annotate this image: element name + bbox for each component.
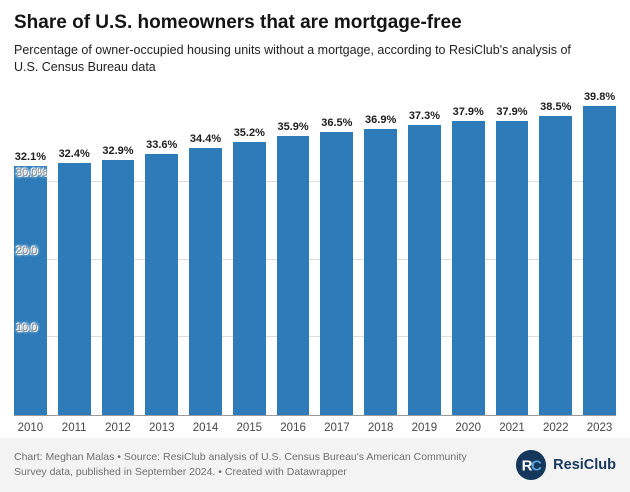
bar-value-label: 36.9% — [365, 113, 397, 126]
footer: Chart: Meghan Malas • Source: ResiClub a… — [0, 438, 630, 492]
bar-value-label: 37.9% — [496, 105, 528, 118]
footer-credit: Chart: Meghan Malas • Source: ResiClub a… — [14, 450, 467, 478]
bar — [101, 159, 135, 415]
x-axis-label: 2015 — [236, 421, 263, 434]
x-axis-labels: 2010 2011 2012 2013 2014 2015 2016 2017 2018 2019… — [14, 422, 616, 434]
bars-row: 32.1% 32.4% 32.9% 33.6% 34.4% 35.2% 35.9% 36.5%… — [14, 88, 616, 415]
gridline — [14, 181, 616, 183]
x-axis-label: 2018 — [367, 421, 394, 434]
bar-value-label: 32.1% — [14, 150, 46, 163]
bar-column: 32.9% — [101, 144, 135, 415]
x-axis-label: 2011 — [61, 421, 87, 434]
bar-column: 35.2% — [232, 126, 266, 415]
bar-column: 36.5% — [320, 116, 354, 415]
x-axis-label: 2010 — [17, 421, 44, 434]
bar-column: 37.9% — [495, 105, 529, 415]
y-axis-tick-label: 20.0 — [16, 244, 38, 257]
bar-column: 35.9% — [276, 121, 310, 415]
bar — [232, 141, 266, 415]
x-axis-label: 2016 — [280, 421, 306, 434]
plot-area: 10.0 20.0 30.0% 32.1% 32.4% 32.9% 33.6% 34.4% 3… — [14, 88, 616, 416]
x-axis-label: 2022 — [542, 421, 569, 434]
bar — [320, 131, 354, 415]
bar-column: 32.4% — [57, 148, 91, 415]
bar-chart: 10.0 20.0 30.0% 32.1% 32.4% 32.9% 33.6% 34.4% 3… — [14, 88, 616, 434]
bar-value-label: 36.5% — [321, 116, 353, 129]
bar — [495, 120, 529, 415]
bar-value-label: 38.5% — [540, 101, 572, 114]
bar-value-label: 33.6% — [146, 139, 178, 152]
y-axis-tick-label: 30.0% — [16, 167, 48, 180]
bar — [276, 136, 310, 415]
bar — [189, 147, 222, 415]
resiclub-logo-icon: R C — [516, 449, 547, 481]
svg-text:C: C — [531, 458, 542, 475]
bar-value-label: 32.9% — [102, 144, 134, 157]
gridline — [14, 258, 616, 260]
x-axis-label: 2023 — [586, 421, 613, 434]
chart-subtitle: Percentage of owner-occupied housing uni… — [14, 42, 571, 74]
bar-column: 39.8% — [583, 91, 616, 415]
bar-column: 36.9% — [364, 113, 398, 415]
x-axis-label: 2013 — [148, 421, 175, 434]
x-axis-label: 2012 — [105, 421, 131, 434]
bar-value-label: 37.9% — [452, 105, 484, 118]
bar-column: 33.6% — [145, 139, 179, 415]
bar-column: 32.1% — [14, 151, 47, 415]
chart-title: Share of U.S. homeowners that are mortga… — [14, 12, 462, 33]
bar-value-label: 37.3% — [408, 110, 441, 123]
bar — [451, 120, 485, 415]
bar-value-label: 35.9% — [277, 121, 309, 134]
resiclub-logo-text: ResiClub — [553, 457, 616, 473]
bar — [408, 125, 441, 415]
bar-column: 37.9% — [451, 105, 485, 415]
bar — [145, 154, 179, 415]
x-axis-label: 2019 — [411, 421, 438, 434]
y-axis-tick-label: 10.0 — [16, 322, 38, 335]
bar — [14, 165, 47, 415]
bar — [364, 128, 398, 415]
bar-value-label: 39.8% — [583, 91, 616, 104]
resiclub-brand: R C ResiClub — [515, 449, 616, 481]
bar-column: 37.3% — [408, 110, 441, 415]
bar — [57, 163, 91, 415]
gridline — [14, 336, 616, 338]
x-axis-label: 2014 — [192, 421, 219, 434]
bar-value-label: 34.4% — [189, 132, 222, 145]
x-axis-label: 2017 — [324, 421, 350, 434]
bar-value-label: 35.2% — [233, 126, 265, 139]
bar-column: 34.4% — [189, 133, 222, 415]
x-axis-label: 2020 — [455, 421, 481, 434]
svg-text:R: R — [522, 458, 533, 475]
bar — [583, 106, 616, 415]
bar-column: 38.5% — [539, 101, 573, 415]
x-axis-label: 2021 — [499, 421, 525, 434]
chart-content: Share of U.S. homeowners that are mortga… — [14, 12, 616, 434]
bar-value-label: 32.4% — [58, 148, 90, 161]
bar — [539, 116, 573, 415]
